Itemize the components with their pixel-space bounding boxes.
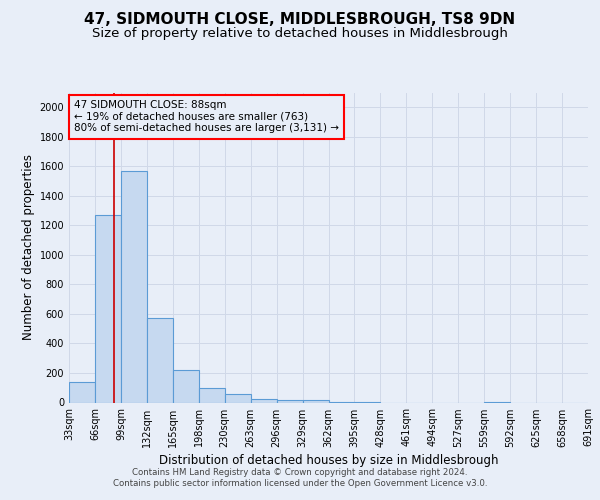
Bar [69, 382, 95, 402]
Bar [95, 215, 121, 402]
Bar [199, 388, 224, 402]
Text: 47, SIDMOUTH CLOSE, MIDDLESBROUGH, TS8 9DN: 47, SIDMOUTH CLOSE, MIDDLESBROUGH, TS8 9… [85, 12, 515, 28]
Y-axis label: Number of detached properties: Number of detached properties [22, 154, 35, 340]
Bar [302, 400, 329, 402]
Bar [225, 394, 251, 402]
Bar [121, 170, 147, 402]
Text: Size of property relative to detached houses in Middlesbrough: Size of property relative to detached ho… [92, 28, 508, 40]
Bar [277, 400, 302, 402]
Bar [173, 370, 199, 402]
X-axis label: Distribution of detached houses by size in Middlesbrough: Distribution of detached houses by size … [159, 454, 498, 467]
Bar [251, 399, 277, 402]
Bar [147, 318, 173, 402]
Text: 47 SIDMOUTH CLOSE: 88sqm
← 19% of detached houses are smaller (763)
80% of semi-: 47 SIDMOUTH CLOSE: 88sqm ← 19% of detach… [74, 100, 339, 134]
Text: Contains HM Land Registry data © Crown copyright and database right 2024.
Contai: Contains HM Land Registry data © Crown c… [113, 468, 487, 487]
